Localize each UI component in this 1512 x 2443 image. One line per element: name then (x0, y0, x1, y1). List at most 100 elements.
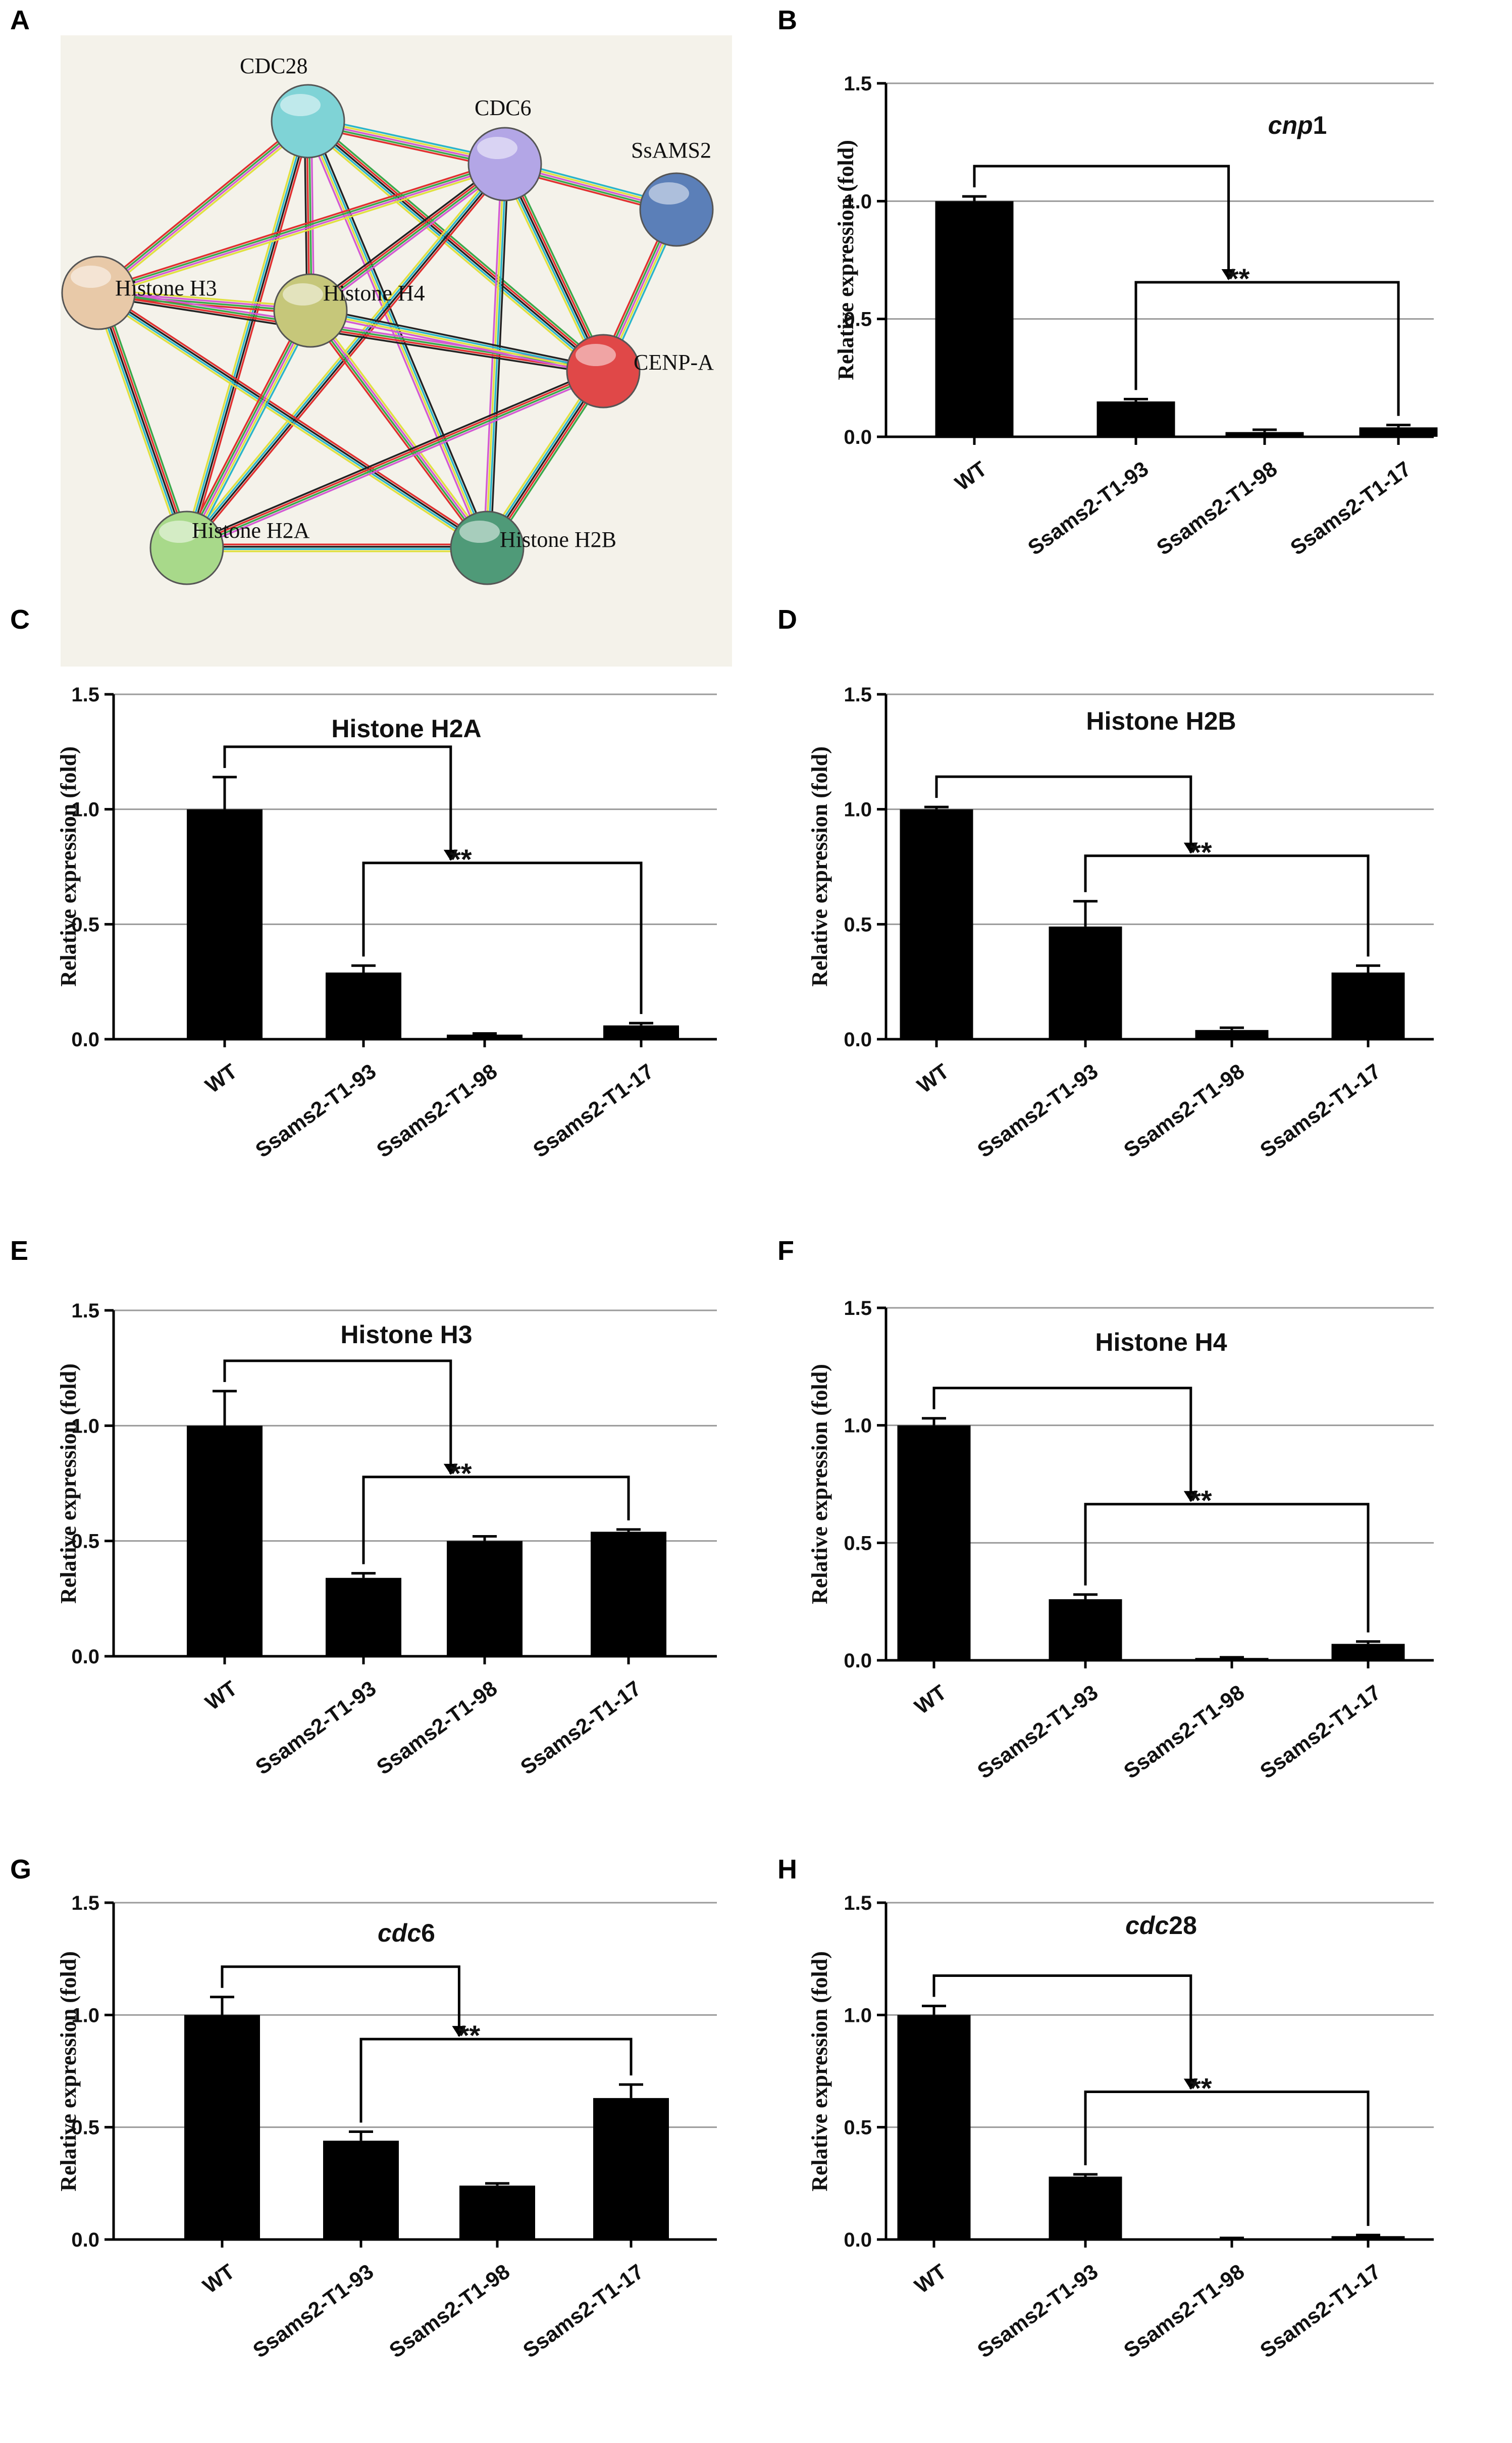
y-tick-label: 1.0 (844, 2004, 872, 2026)
x-tick-label: Ssams2-T1-93 (1023, 456, 1153, 559)
y-tick-label: 1.5 (844, 73, 872, 95)
y-axis-label: Relative expression (fold) (807, 1951, 832, 2192)
panel-letter: B (777, 5, 797, 35)
x-tick-label: Ssams2-T1-17 (518, 2259, 648, 2362)
chart-panel-h: H 0.0 0.5 1.0 1.5 Relative expression (fold) c… (777, 1854, 1434, 2362)
chart-title: Histone H4 (1095, 1328, 1227, 1356)
panel-letter: G (10, 1854, 31, 1885)
network-node-h3: Histone H3 (61, 256, 217, 330)
error-bar-1 (351, 1572, 376, 1578)
network-node-h2b: Histone H2B (450, 511, 616, 585)
chart-title-rest: 28 (1169, 1911, 1197, 1940)
chart-title-rest: 1 (1313, 111, 1327, 139)
network-edge-cenpa-h2a (185, 367, 605, 552)
panel-letter-a: A (10, 5, 30, 35)
x-tick-label: Ssams2-T1-93 (973, 1059, 1102, 1162)
x-tick-label: Ssams2-T1-98 (372, 1059, 501, 1162)
error-bar-2 (473, 1535, 497, 1541)
y-tick-label: 0.0 (71, 1029, 99, 1051)
x-tick-label: Ssams2-T1-93 (248, 2259, 378, 2362)
chart-title-italic: cdc (378, 1919, 421, 1947)
chart-panel-c: C 0.0 0.5 1.0 1.5 Relative expression (fold) H… (10, 604, 717, 1162)
network-node-label: CENP-A (634, 350, 714, 375)
x-tick-label: Ssams2-T1-17 (529, 1059, 658, 1162)
x-tick-label: Ssams2-T1-98 (372, 1676, 501, 1779)
significance-bracket-wt (932, 1974, 1192, 2089)
error-bar-1 (1073, 2173, 1098, 2177)
x-tick-label: Ssams2-T1-98 (1119, 1059, 1248, 1162)
y-axis-label: Relative expression (fold) (807, 746, 832, 987)
significance-label: ** (1228, 263, 1250, 294)
bar-1 (1049, 1599, 1122, 1660)
chart-title: cnp1 (1268, 111, 1327, 139)
x-tick-label: WT (198, 2259, 239, 2298)
significance-bracket-wt (221, 1965, 460, 2037)
y-tick-label: 1.0 (844, 190, 872, 213)
error-bar-3 (1356, 1640, 1380, 1644)
y-axis-label: Relative expression (fold) (56, 746, 81, 987)
network-node-label: Histone H4 (323, 281, 425, 306)
y-tick-label: 0.0 (71, 1646, 99, 1668)
bar-2 (1195, 2238, 1269, 2241)
y-tick-label: 0.0 (844, 2229, 872, 2251)
significance-arrowhead (1221, 269, 1236, 280)
bar-1 (1097, 401, 1175, 437)
x-tick-label: Ssams2-T1-17 (1256, 1680, 1385, 1783)
bar-1 (1049, 926, 1122, 1039)
error-bar-3 (1386, 424, 1411, 428)
significance-bracket-wt (973, 165, 1230, 279)
error-bar-1 (1073, 900, 1098, 927)
significance-arrowhead (443, 1463, 458, 1475)
error-bar-0 (213, 1390, 237, 1426)
x-tick-label: Ssams2-T1-98 (1152, 456, 1281, 559)
error-bar-2 (473, 1032, 497, 1035)
significance-bracket-wt (932, 1387, 1192, 1501)
x-tick-label: Ssams2-T1-98 (385, 2259, 514, 2362)
bar-2 (447, 1541, 523, 1656)
chart-panel-e: E 0.0 0.5 1.0 1.5 Relative expression (fold) H… (10, 1236, 717, 1779)
y-tick-label: 1.5 (71, 684, 99, 706)
y-tick-label: 1.0 (71, 1415, 99, 1437)
x-tick-label: Ssams2-T1-93 (973, 2259, 1102, 2362)
y-tick-label: 1.0 (71, 799, 99, 821)
x-tick-label: WT (201, 1676, 242, 1715)
error-bar-3 (629, 1022, 653, 1026)
significance-bracket-mutants (362, 861, 643, 1014)
bar-0 (935, 201, 1014, 437)
error-bar-2 (485, 2182, 509, 2186)
x-tick-label: WT (910, 1680, 951, 1719)
network-node-ssams2: SsAMS2 (631, 138, 714, 247)
bar-0 (187, 1426, 263, 1656)
y-tick-label: 1.0 (71, 2004, 99, 2026)
bar-3 (603, 1025, 679, 1039)
x-tick-label: Ssams2-T1-17 (516, 1676, 645, 1779)
network-node-label: CDC28 (240, 54, 307, 78)
significance-bracket-mutants (362, 1475, 630, 1564)
bar-0 (897, 1425, 971, 1660)
network-edges (93, 116, 682, 552)
network-node-label: CDC6 (475, 95, 531, 120)
bar-2 (447, 1034, 523, 1039)
error-bar-0 (213, 776, 237, 809)
bar-1 (326, 1577, 401, 1656)
network-edge-cdc28-h2a (182, 120, 312, 549)
panel-letter: F (777, 1236, 794, 1266)
y-tick-label: 1.0 (844, 799, 872, 821)
error-bar-2 (1220, 1026, 1244, 1030)
y-tick-label: 0.0 (71, 2229, 99, 2251)
y-tick-label: 0.0 (844, 1029, 872, 1051)
significance-arrowhead (452, 2026, 466, 2038)
error-bar-3 (1356, 964, 1380, 973)
significance-label: ** (1190, 2072, 1212, 2104)
panel-letter: H (777, 1854, 797, 1885)
significance-bracket-wt (223, 1359, 452, 1474)
y-tick-label: 1.0 (844, 1415, 872, 1437)
bar-0 (897, 2015, 971, 2240)
x-tick-label: Ssams2-T1-93 (251, 1676, 380, 1779)
network-edge-cdc6-h4 (307, 161, 508, 314)
chart-panel-d: D 0.0 0.5 1.0 1.5 Relative expression (fold) H… (777, 604, 1434, 1162)
significance-label: ** (450, 1457, 472, 1489)
chart-title: Histone H2A (331, 715, 481, 743)
error-bar-1 (349, 2130, 373, 2141)
